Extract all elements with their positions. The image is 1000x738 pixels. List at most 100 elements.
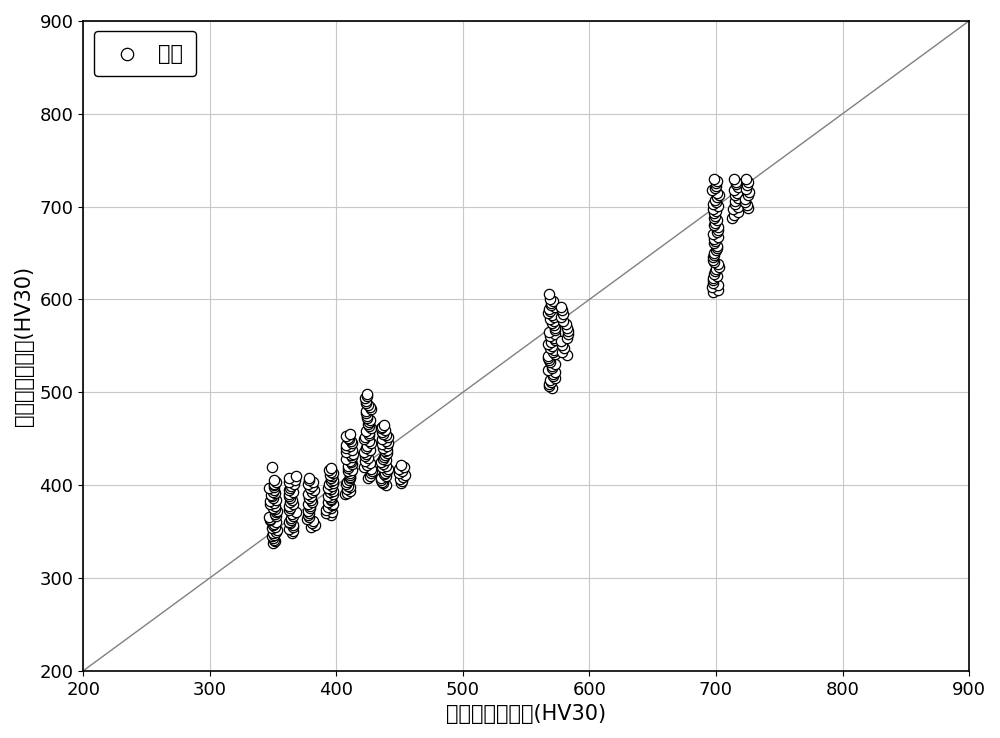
试件 — [360, 418, 376, 430]
试件 — [302, 482, 318, 494]
试件 — [267, 521, 283, 533]
试件 — [373, 472, 389, 484]
试件 — [321, 478, 337, 490]
试件 — [304, 486, 320, 498]
试件 — [266, 481, 282, 493]
试件 — [262, 514, 278, 526]
试件 — [373, 474, 389, 486]
试件 — [706, 233, 722, 245]
试件 — [339, 487, 355, 499]
试件 — [339, 483, 355, 495]
试件 — [705, 277, 721, 289]
试件 — [710, 221, 726, 233]
试件 — [302, 503, 318, 514]
试件 — [285, 525, 301, 537]
试件 — [554, 339, 570, 351]
试件 — [709, 187, 725, 199]
试件 — [725, 204, 741, 215]
试件 — [729, 187, 745, 199]
试件 — [706, 219, 722, 231]
试件 — [268, 506, 284, 518]
试件 — [711, 189, 727, 201]
试件 — [737, 193, 753, 204]
试件 — [544, 339, 560, 351]
试件 — [363, 438, 379, 449]
试件 — [541, 354, 557, 365]
试件 — [284, 528, 300, 539]
试件 — [261, 483, 277, 494]
试件 — [373, 422, 389, 434]
试件 — [357, 393, 373, 404]
试件 — [707, 217, 723, 229]
试件 — [268, 476, 284, 488]
试件 — [708, 180, 724, 192]
试件 — [707, 265, 723, 277]
试件 — [342, 428, 358, 440]
试件 — [325, 474, 341, 486]
试件 — [542, 314, 558, 325]
试件 — [301, 507, 317, 519]
试件 — [374, 438, 390, 450]
试件 — [709, 215, 725, 227]
试件 — [375, 442, 391, 454]
试件 — [340, 466, 356, 477]
试件 — [338, 439, 354, 451]
试件 — [707, 193, 723, 205]
试件 — [378, 460, 394, 472]
试件 — [730, 182, 746, 193]
试件 — [262, 498, 278, 510]
试件 — [281, 488, 297, 500]
试件 — [359, 390, 375, 402]
试件 — [710, 230, 726, 242]
试件 — [324, 480, 340, 492]
试件 — [361, 421, 377, 432]
试件 — [707, 182, 723, 194]
试件 — [323, 475, 339, 487]
试件 — [705, 252, 721, 263]
试件 — [740, 202, 756, 214]
X-axis label: 试件的真实硬度(HV30): 试件的真实硬度(HV30) — [446, 704, 606, 724]
试件 — [556, 342, 572, 354]
试件 — [323, 472, 339, 484]
试件 — [323, 494, 339, 506]
试件 — [544, 317, 560, 329]
试件 — [358, 448, 374, 460]
试件 — [286, 478, 302, 490]
试件 — [320, 501, 336, 513]
试件 — [342, 455, 358, 466]
试件 — [391, 463, 407, 475]
试件 — [560, 325, 576, 337]
试件 — [709, 240, 725, 252]
试件 — [709, 270, 725, 282]
试件 — [358, 442, 374, 454]
试件 — [709, 242, 725, 254]
试件 — [728, 179, 744, 190]
试件 — [724, 212, 740, 224]
试件 — [377, 449, 393, 461]
试件 — [541, 325, 557, 337]
试件 — [363, 463, 379, 475]
试件 — [325, 485, 341, 497]
试件 — [397, 469, 413, 481]
试件 — [323, 493, 339, 505]
试件 — [318, 504, 334, 516]
试件 — [282, 482, 298, 494]
试件 — [281, 490, 297, 502]
试件 — [374, 433, 390, 445]
试件 — [283, 511, 299, 523]
试件 — [376, 451, 392, 463]
试件 — [553, 336, 569, 348]
试件 — [708, 205, 724, 217]
试件 — [264, 491, 280, 503]
试件 — [285, 520, 301, 531]
试件 — [358, 397, 374, 409]
试件 — [285, 486, 301, 497]
试件 — [269, 524, 285, 536]
试件 — [546, 311, 562, 323]
试件 — [546, 331, 562, 343]
试件 — [379, 465, 395, 477]
试件 — [540, 352, 556, 364]
试件 — [705, 275, 721, 286]
试件 — [542, 294, 558, 306]
试件 — [343, 449, 359, 461]
